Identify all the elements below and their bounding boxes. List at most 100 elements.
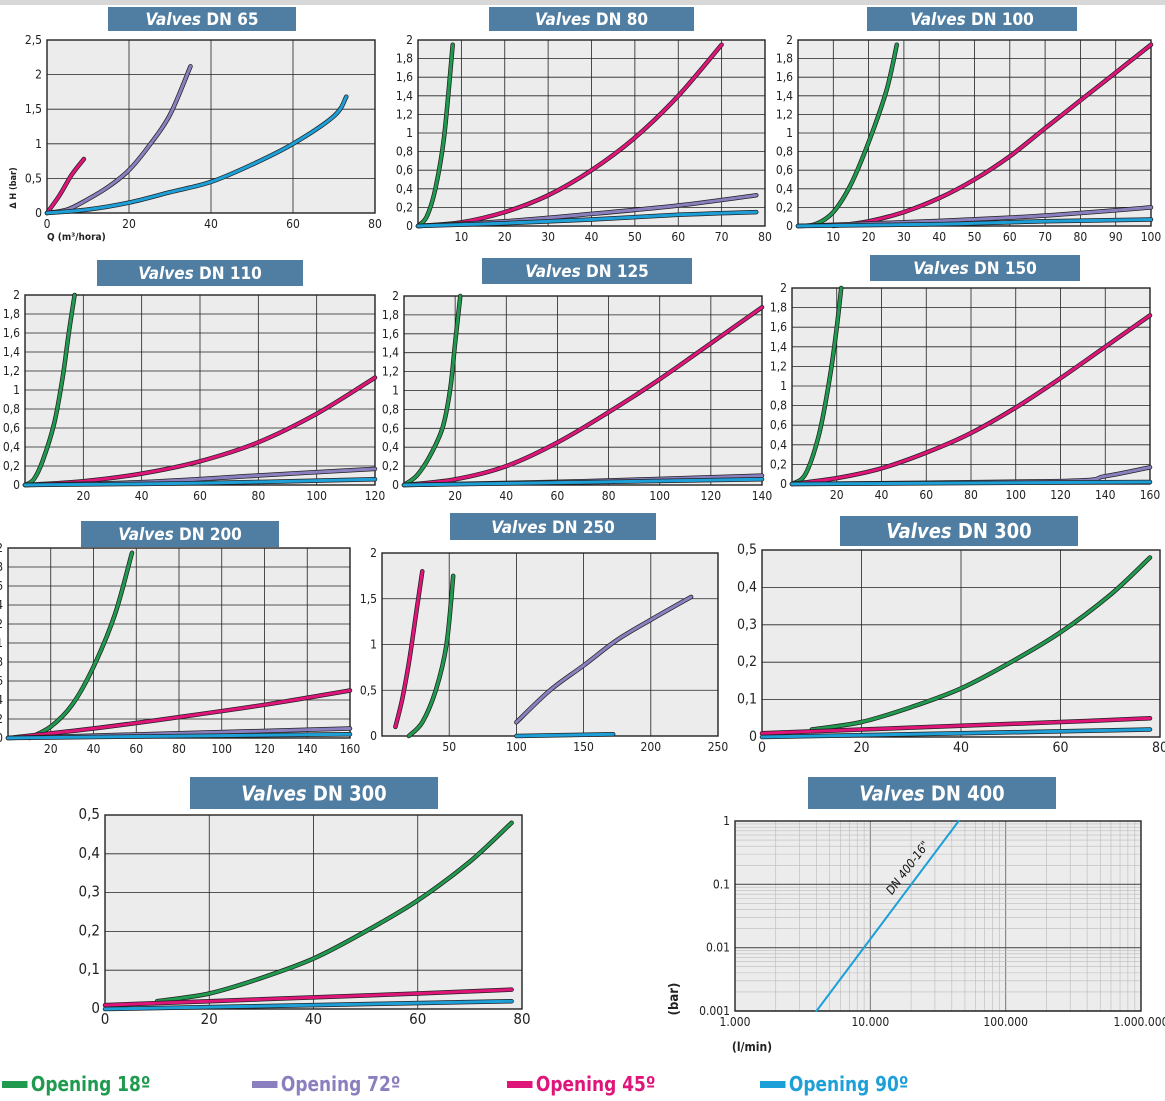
- chart-title-bar: [840, 516, 1078, 546]
- y-tick-label: 1: [780, 379, 787, 393]
- chart-title: Valves DN 200: [118, 525, 242, 545]
- y-tick-label: 0,4: [79, 844, 100, 862]
- plot-frame: [46, 39, 376, 214]
- plot-frame: [734, 820, 1142, 1012]
- y-tick-label: 4: [0, 598, 3, 612]
- x-tick-label: 80: [1074, 230, 1088, 244]
- chart-title-italic: Valves: [525, 262, 581, 282]
- legend-value: 18º: [117, 1072, 151, 1096]
- x-tick-label: 90: [1109, 230, 1123, 244]
- y-tick-label: 1: [13, 383, 20, 397]
- x-tick-label: 120: [254, 742, 275, 756]
- x-tick-label: 60: [919, 488, 933, 502]
- y-tick-label: 0,2: [776, 200, 793, 214]
- chart-title-bar: [450, 513, 656, 540]
- x-tick-label: 80: [251, 489, 265, 503]
- x-tick-label: 60: [286, 217, 300, 231]
- y-tick-label: 0: [786, 219, 793, 233]
- x-tick-label: 40: [932, 230, 946, 244]
- chart-title-rest: DN 200: [174, 525, 242, 545]
- x-tick-label: 10.000: [851, 1015, 889, 1029]
- x-tick-label: 80: [368, 217, 382, 231]
- x-tick-label: 160: [340, 742, 361, 756]
- chart-1: 0 0,5 1 1,5 2 2,5 0 20 40 60 80 Q (m³/hora) Δ H (bar…: [9, 7, 382, 243]
- x-tick-label: 20: [201, 1010, 218, 1028]
- y-tick-label: 0: [392, 478, 399, 492]
- x-tick-label: 20: [448, 489, 462, 503]
- x-tick-label: 80: [513, 1010, 530, 1028]
- x-tick-label: 20: [44, 742, 58, 756]
- legend-swatch-green: [2, 1080, 28, 1088]
- series-line-green: [810, 556, 1152, 731]
- legend-value: 45º: [622, 1072, 656, 1096]
- x-tick-label: 20: [76, 489, 90, 503]
- chart-title: Valves DN 150: [913, 259, 1037, 279]
- chart-title-italic: Valves: [535, 10, 591, 30]
- series-line-green: [790, 286, 843, 486]
- y-tick-label: 0,5: [360, 683, 377, 697]
- y-tick-label: 0,8: [770, 399, 787, 413]
- chart-title-italic: Valves: [910, 10, 966, 30]
- series-line-green: [402, 294, 462, 487]
- x-tick-label: 40: [953, 740, 969, 756]
- legend-label: Opening: [788, 1072, 870, 1096]
- x-tick-label: 160: [1140, 488, 1161, 502]
- y-tick-label: 1,2: [770, 359, 787, 373]
- y-tick-label: 1,8: [396, 52, 413, 66]
- y-tick-label: 1: [786, 126, 793, 140]
- y-tick-label: 1,2: [382, 365, 399, 379]
- x-tick-label: 250: [708, 740, 729, 754]
- chart-title: Valves DN 250: [491, 518, 615, 538]
- y-tick-label: 0,6: [396, 163, 413, 177]
- y-tick-label: 0,3: [79, 883, 100, 901]
- chart-9: 0 0,1 0,2 0,3 0,4 0,5 0 20 40 60 80 Valves DN 300: [737, 516, 1165, 756]
- y-tick-label: 0,4: [396, 182, 413, 196]
- y-axis-label: (bar): [667, 983, 682, 1016]
- y-tick-label: 0,1: [737, 692, 757, 708]
- series-line-purple: [45, 64, 192, 215]
- y-tick-label: 1,2: [776, 107, 793, 121]
- y-tick-label: 1,8: [3, 307, 20, 321]
- chart-title-rest: DN 300: [952, 519, 1032, 543]
- y-tick-label: 0: [35, 206, 42, 220]
- y-tick-label: 1,6: [776, 70, 793, 84]
- y-tick-label: 0,2: [79, 921, 100, 939]
- y-tick-label: 0,5: [737, 542, 757, 558]
- legend-swatch-purple: [252, 1080, 278, 1088]
- legend-value: 72º: [367, 1072, 401, 1096]
- x-tick-label: 100.000: [983, 1015, 1028, 1029]
- chart-title: Valves DN 80: [535, 10, 648, 30]
- series-line-blue: [815, 820, 960, 1012]
- y-tick-label: 0: [780, 477, 787, 491]
- y-tick-label: 0,3: [737, 617, 757, 633]
- series-line-magenta: [790, 313, 1152, 486]
- series-line-blue: [45, 95, 348, 215]
- chart-title: Valves DN 400: [859, 782, 1004, 806]
- chart-title-bar: [190, 777, 438, 809]
- chart-title: Valves DN 100: [910, 10, 1034, 30]
- chart-title-italic: Valves: [859, 782, 925, 806]
- y-tick-label: 0,2: [737, 654, 757, 670]
- y-tick-label: 0: [370, 729, 377, 743]
- series-line-blue: [103, 999, 514, 1011]
- y-tick-label: 0,4: [3, 440, 20, 454]
- series-line-blue: [6, 732, 352, 740]
- x-tick-label: 0: [101, 1010, 110, 1028]
- chart-3: 0 0,2 0,4 0,6 0,8 1 1,2 1,4 1,6 1,8 2 10 20 30 40 50 60 7…: [776, 7, 1162, 244]
- chart-title-rest: DN 80: [591, 10, 648, 30]
- plot-frame: [104, 814, 523, 1010]
- chart-10: 0 0,1 0,2 0,3 0,4 0,5 0 20 40 60 80 Valves DN 300: [79, 777, 531, 1028]
- y-tick-label: 1,8: [382, 308, 399, 322]
- y-tick-label: 0: [749, 729, 757, 745]
- x-tick-label: 30: [541, 230, 555, 244]
- chart-title-italic: Valves: [241, 782, 307, 806]
- x-tick-label: 40: [87, 742, 101, 756]
- x-tick-label: 100: [1005, 488, 1026, 502]
- chart-7: 0 2 4 6 8 1 2 4 6 8 2 20 40 60 80 100 120 140 160 Valves DN…: [0, 521, 360, 756]
- y-tick-label: 0,4: [382, 440, 399, 454]
- x-tick-label: 40: [204, 217, 218, 231]
- chart-title-rest: DN 400: [925, 782, 1005, 806]
- x-tick-label: 100: [1141, 230, 1162, 244]
- series-line-blue: [416, 210, 758, 228]
